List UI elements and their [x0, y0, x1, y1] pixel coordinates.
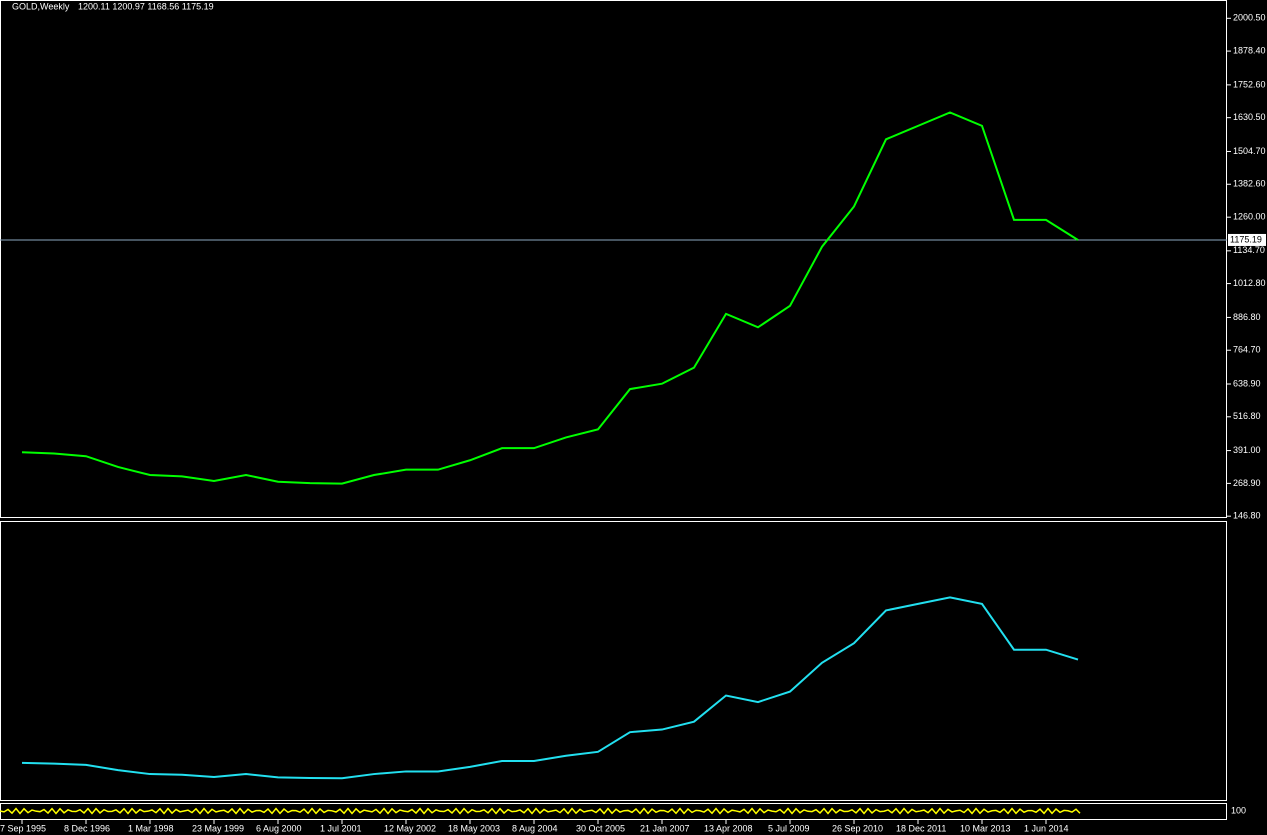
- chart-subtitle: 1200.11 1200.97 1168.56 1175.19: [78, 1, 214, 11]
- x-tick-label: 1 Mar 1998: [128, 823, 174, 833]
- y-tick-label: 1382.60: [1233, 179, 1266, 189]
- y-tick-label: 391.00: [1233, 445, 1261, 455]
- y-tick-label: 886.80: [1233, 312, 1261, 322]
- y-tick-label: 268.90: [1233, 478, 1261, 488]
- x-tick-label: 23 May 1999: [192, 823, 244, 833]
- y-tick-label: 1752.60: [1233, 79, 1266, 89]
- y-tick-label: 1504.70: [1233, 146, 1266, 156]
- last-price-label: 1175.19: [1230, 234, 1262, 244]
- y-tick-label: 2000.50: [1233, 13, 1266, 23]
- x-tick-label: 18 Dec 2011: [896, 823, 946, 833]
- x-tick-label: 10 Mar 2013: [960, 823, 1011, 833]
- x-tick-label: 12 May 2002: [384, 823, 436, 833]
- chart-title: GOLD,Weekly: [12, 1, 70, 11]
- y-tick-label: 1878.40: [1233, 45, 1266, 55]
- y-tick-label: 516.80: [1233, 411, 1261, 421]
- y-tick-label: 1260.00: [1233, 212, 1266, 222]
- y-tick-label: 146.80: [1233, 511, 1261, 521]
- x-tick-label: 7 Sep 1995: [0, 823, 46, 833]
- main-pane: [0, 0, 1227, 518]
- last-price-box: [1228, 233, 1266, 246]
- x-tick-label: 1 Jun 2014: [1024, 823, 1069, 833]
- price-line: [21, 111, 1079, 485]
- x-tick-label: 21 Jan 2007: [640, 823, 690, 833]
- indicator-line: [21, 596, 1079, 780]
- x-tick-label: 13 Apr 2008: [704, 823, 753, 833]
- x-tick-label: 8 Dec 1996: [64, 823, 110, 833]
- x-tick-label: 8 Aug 2004: [512, 823, 558, 833]
- x-tick-label: 18 May 2003: [448, 823, 500, 833]
- oscillator-line: [0, 807, 1081, 815]
- indicator-label: 100: [1231, 805, 1246, 815]
- indicator-pane: [0, 521, 1227, 801]
- x-tick-label: 5 Jul 2009: [768, 823, 810, 833]
- y-tick-label: 764.70: [1233, 345, 1261, 355]
- x-tick-label: 26 Sep 2010: [832, 823, 883, 833]
- x-tick-label: 6 Aug 2000: [256, 823, 302, 833]
- y-tick-label: 638.90: [1233, 378, 1261, 388]
- x-tick-label: 30 Oct 2005: [576, 823, 625, 833]
- y-tick-label: 1134.70: [1233, 245, 1265, 255]
- y-tick-label: 1012.80: [1233, 278, 1266, 288]
- y-tick-label: 1630.50: [1233, 112, 1266, 122]
- x-tick-label: 1 Jul 2001: [320, 823, 362, 833]
